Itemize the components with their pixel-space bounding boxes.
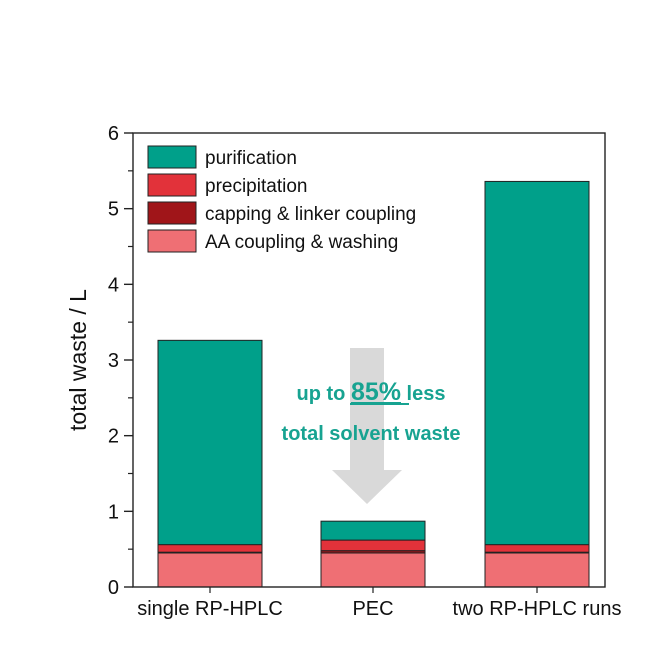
x-tick-label: PEC	[352, 598, 393, 620]
reduction-arrow	[332, 348, 402, 504]
legend-label: capping & linker coupling	[205, 204, 416, 225]
y-tick-label: 5	[108, 199, 119, 221]
y-axis-ticks: 0 1 2 3 4 5 6	[108, 123, 133, 599]
bar-segment	[484, 180, 590, 546]
y-tick-label: 4	[108, 274, 119, 296]
bar-segment	[320, 539, 426, 552]
legend-swatch	[147, 229, 197, 253]
down-arrow-shape	[332, 348, 402, 504]
y-tick-label: 2	[108, 426, 119, 448]
y-tick-label: 6	[108, 123, 119, 145]
legend-swatch	[147, 173, 197, 197]
bar-segment	[157, 339, 263, 546]
y-axis-label: total waste / L	[65, 289, 91, 431]
legend-label: precipitation	[205, 176, 307, 197]
bar-segment	[320, 520, 426, 541]
annotation-line-2: total solvent waste	[282, 423, 461, 445]
legend-label: purification	[205, 148, 297, 169]
annotation-prefix: up to	[297, 383, 351, 405]
y-tick-label: 1	[108, 501, 119, 523]
bar-segment	[157, 544, 263, 553]
x-tick-label: two RP-HPLC runs	[453, 598, 622, 620]
legend-label: AA coupling & washing	[205, 232, 398, 253]
x-tick-label: single RP-HPLC	[137, 598, 283, 620]
bar-segment	[484, 544, 590, 553]
x-axis-tick-labels: single RP-HPLC PEC two RP-HPLC runs	[137, 587, 621, 620]
legend: purification precipitation capping & linke…	[147, 145, 416, 253]
bar-segment	[484, 552, 590, 588]
annotation-line-1: up to 85% less	[297, 378, 446, 406]
y-tick-label: 0	[108, 577, 119, 599]
annotation-suffix: less	[401, 383, 445, 405]
legend-swatch	[147, 145, 197, 169]
annotation-highlight: 85%	[351, 378, 401, 406]
plot-frame	[132, 132, 606, 588]
bars	[157, 180, 590, 588]
annotation: up to 85% less total solvent waste	[282, 378, 461, 445]
bar-segment	[320, 552, 426, 588]
legend-swatch	[147, 201, 197, 225]
y-tick-label: 3	[108, 350, 119, 372]
bar-segment	[157, 552, 263, 588]
